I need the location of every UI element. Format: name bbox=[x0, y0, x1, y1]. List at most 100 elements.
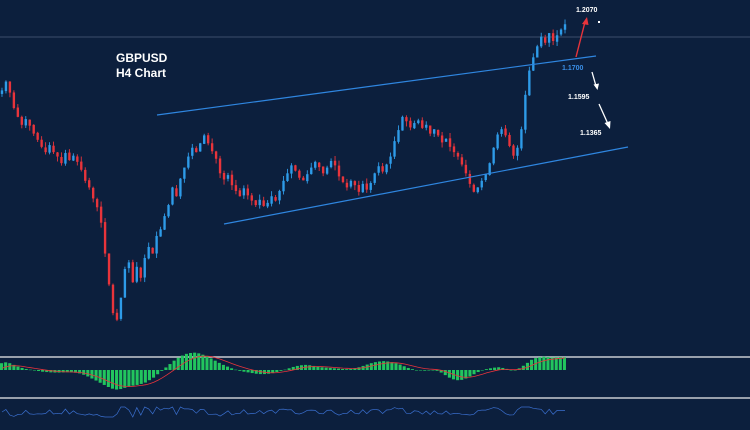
candle-body bbox=[302, 177, 305, 181]
candle-body bbox=[270, 196, 273, 204]
candle-body bbox=[103, 222, 107, 254]
macd-histogram-bar bbox=[312, 365, 316, 370]
projection-up-arrowhead bbox=[582, 17, 589, 25]
candle-body bbox=[504, 128, 507, 136]
candle-body bbox=[488, 163, 491, 175]
macd-histogram-bar bbox=[250, 370, 254, 374]
macd-histogram-bar bbox=[0, 363, 4, 370]
macd-histogram-bar bbox=[90, 370, 94, 379]
candle-body bbox=[48, 145, 51, 153]
macd-histogram-bar bbox=[8, 363, 12, 370]
macd-histogram-bar bbox=[16, 366, 20, 370]
macd-histogram-bar bbox=[443, 370, 447, 376]
candle-body bbox=[440, 135, 444, 143]
macd-histogram-bar bbox=[73, 370, 78, 373]
macd-histogram-bar bbox=[209, 358, 213, 370]
level-label-1-1700: 1.1700 bbox=[562, 65, 584, 72]
macd-histogram-bar bbox=[225, 366, 230, 370]
candle-body bbox=[444, 138, 448, 142]
macd-histogram-bar bbox=[410, 369, 414, 370]
candle-body bbox=[472, 184, 476, 192]
macd-histogram-bar bbox=[283, 369, 287, 371]
candle-body bbox=[500, 129, 503, 134]
candle-body bbox=[373, 173, 376, 183]
candle-body bbox=[60, 157, 63, 164]
candle-body bbox=[333, 160, 337, 166]
macd-histogram-bar bbox=[119, 370, 123, 390]
macd-histogram-bar bbox=[332, 368, 336, 370]
candle-body bbox=[325, 167, 329, 174]
candle-body bbox=[91, 187, 95, 199]
macd-histogram-bar bbox=[538, 357, 542, 370]
candle-body bbox=[417, 120, 420, 124]
marker-dot bbox=[598, 21, 600, 23]
macd-histogram-bar bbox=[254, 370, 258, 374]
candle-body bbox=[547, 33, 551, 43]
macd-histogram-bar bbox=[221, 364, 225, 370]
macd-histogram-bar bbox=[41, 370, 45, 372]
macd-histogram-bar bbox=[275, 370, 279, 373]
candle-body bbox=[551, 33, 555, 42]
candle-body bbox=[421, 120, 424, 128]
candle-body bbox=[516, 147, 519, 156]
macd-histogram-bar bbox=[530, 359, 534, 370]
candle-body bbox=[175, 188, 178, 197]
candle-body bbox=[377, 166, 380, 173]
candle-body bbox=[191, 147, 194, 156]
candle-body bbox=[246, 188, 250, 196]
macd-histogram-bar bbox=[484, 369, 488, 370]
macd-histogram-bar bbox=[373, 362, 377, 370]
candle-body bbox=[512, 145, 515, 156]
candle-body bbox=[111, 284, 115, 314]
candle-body bbox=[393, 141, 396, 157]
candle-body bbox=[167, 205, 170, 217]
candle-body bbox=[210, 143, 214, 152]
macd-signal-line bbox=[1, 355, 565, 387]
candle-body bbox=[456, 152, 460, 157]
candle-body bbox=[159, 229, 162, 237]
candle-body bbox=[44, 147, 47, 153]
macd-histogram-bar bbox=[493, 367, 497, 370]
candle-body bbox=[32, 124, 35, 134]
candle-body bbox=[397, 130, 400, 142]
macd-histogram-bar bbox=[193, 352, 197, 370]
candle-body bbox=[234, 185, 238, 191]
macd-histogram-bar bbox=[460, 370, 464, 380]
level-label-1-2070: 1.2070 bbox=[576, 7, 598, 14]
candle-body bbox=[187, 156, 190, 168]
level-label-1-1365: 1.1365 bbox=[580, 130, 602, 137]
candle-body bbox=[115, 312, 119, 320]
candle-body bbox=[262, 200, 265, 206]
candle-body bbox=[314, 161, 317, 168]
macd-histogram-bar bbox=[476, 370, 480, 373]
macd-histogram-bar bbox=[106, 370, 110, 387]
macd-histogram-bar bbox=[427, 370, 431, 371]
macd-histogram-bar bbox=[525, 362, 529, 370]
candle-body bbox=[357, 185, 361, 192]
macd-histogram-bar bbox=[324, 367, 328, 370]
projection-down-arrow-2 bbox=[598, 103, 609, 125]
macd-histogram-bar bbox=[82, 370, 86, 375]
macd-histogram-bar bbox=[406, 367, 410, 370]
candle-body bbox=[286, 173, 289, 181]
candle-body bbox=[536, 46, 539, 58]
macd-histogram-bar bbox=[435, 370, 439, 371]
candle-body bbox=[242, 188, 246, 196]
candle-body bbox=[496, 134, 499, 149]
candle-body bbox=[361, 183, 364, 193]
candle-body bbox=[163, 216, 166, 230]
candle-body bbox=[218, 158, 222, 174]
candle-body bbox=[143, 257, 146, 278]
rsi-line bbox=[1, 406, 566, 418]
candle-body bbox=[36, 132, 39, 140]
candle-body bbox=[250, 195, 253, 201]
candle-body bbox=[183, 167, 186, 179]
candle-body bbox=[413, 123, 416, 129]
candle-body bbox=[12, 92, 16, 109]
candle-body bbox=[563, 24, 567, 30]
candle-body bbox=[381, 166, 384, 172]
macd-histogram-bar bbox=[160, 370, 164, 371]
candle-body bbox=[119, 297, 123, 319]
macd-histogram-bar bbox=[28, 369, 32, 371]
macd-histogram-bar bbox=[439, 370, 443, 373]
